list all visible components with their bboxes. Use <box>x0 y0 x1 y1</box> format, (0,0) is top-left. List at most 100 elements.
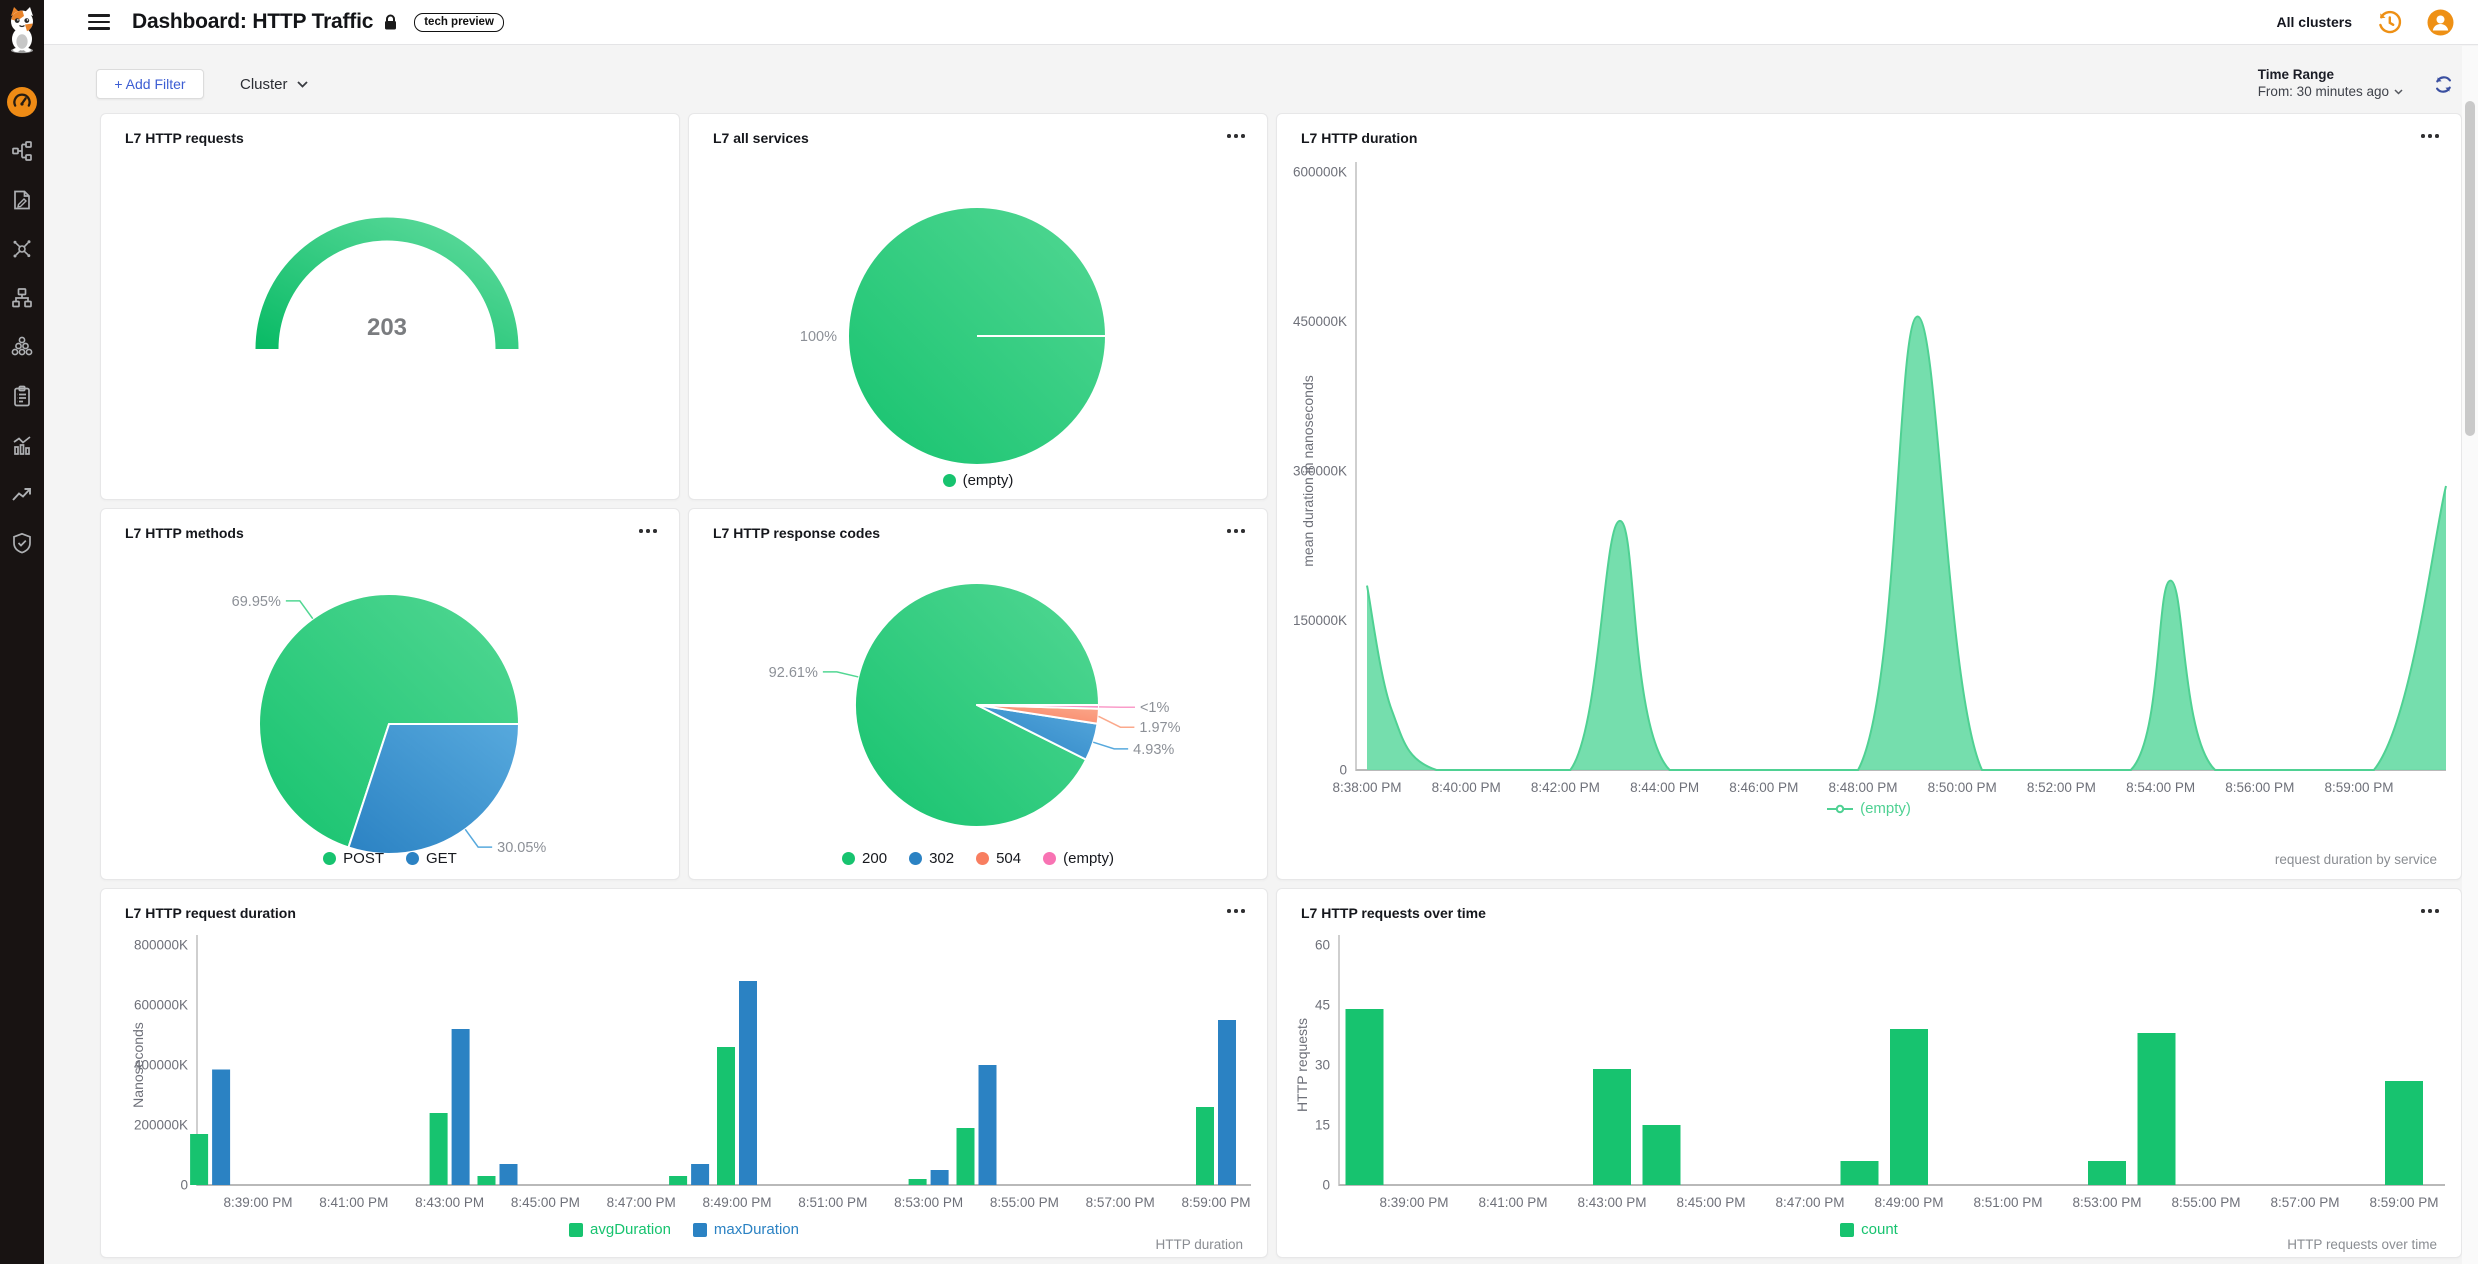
svg-text:100%: 100% <box>800 329 837 345</box>
tech-preview-badge: tech preview <box>414 12 504 32</box>
svg-text:8:43:00 PM: 8:43:00 PM <box>1577 1195 1646 1210</box>
sidebar-item-network[interactable] <box>0 224 44 273</box>
sidebar-item-clusters[interactable] <box>0 322 44 371</box>
svg-text:8:51:00 PM: 8:51:00 PM <box>1973 1195 2042 1210</box>
svg-text:8:38:00 PM: 8:38:00 PM <box>1332 780 1401 795</box>
pie-chart-methods: 69.95% 30.05% <box>232 593 546 856</box>
pie-chart-services: 100% <box>800 208 1105 464</box>
legend-services: (empty) <box>689 472 1267 489</box>
svg-text:8:50:00 PM: 8:50:00 PM <box>1928 780 1997 795</box>
svg-text:8:49:00 PM: 8:49:00 PM <box>1874 1195 1943 1210</box>
card-menu-icon[interactable] <box>2421 909 2439 913</box>
card-menu-icon[interactable] <box>1227 134 1245 138</box>
sidebar-item-service-map[interactable] <box>0 126 44 175</box>
card-menu-icon[interactable] <box>639 529 657 533</box>
svg-text:Nanoseconds: Nanoseconds <box>130 1022 146 1108</box>
filter-bar: + Add Filter Cluster Time Range From: 30… <box>96 65 2454 103</box>
history-icon[interactable] <box>2376 9 2403 36</box>
svg-text:0: 0 <box>1322 1178 1330 1193</box>
scrollbar-track <box>2462 46 2478 1264</box>
svg-text:0: 0 <box>180 1178 188 1193</box>
svg-text:8:42:00 PM: 8:42:00 PM <box>1531 780 1600 795</box>
cluster-dropdown[interactable]: Cluster <box>240 76 308 93</box>
legend-item[interactable]: avgDuration <box>569 1221 671 1238</box>
card-l7-http-requests: L7 HTTP requests 203 <box>100 113 680 500</box>
chart-footer-label: HTTP requests over time <box>2287 1237 2437 1252</box>
main-content: + Add Filter Cluster Time Range From: 30… <box>44 45 2478 1264</box>
legend-request-duration: avgDuration maxDuration <box>101 1221 1267 1238</box>
card-l7-http-response-codes: L7 HTTP response codes 92.61% 4.93% 1.97% <… <box>688 508 1268 880</box>
svg-text:8:59:00 PM: 8:59:00 PM <box>2369 1195 2438 1210</box>
svg-text:4.93%: 4.93% <box>1133 742 1174 758</box>
svg-text:450000K: 450000K <box>1293 314 1347 329</box>
svg-text:1.97%: 1.97% <box>1139 720 1180 736</box>
chevron-down-icon <box>2394 89 2403 95</box>
svg-text:8:48:00 PM: 8:48:00 PM <box>1828 780 1897 795</box>
card-title: L7 HTTP requests over time <box>1301 905 1486 921</box>
policy-editor-icon <box>10 188 34 212</box>
card-title: L7 HTTP request duration <box>125 905 296 921</box>
pie-chart-codes: 92.61% 4.93% 1.97% <1% <box>769 582 1181 828</box>
app-logo-cat-icon[interactable] <box>3 6 41 59</box>
legend-item[interactable]: GET <box>406 850 457 867</box>
sidebar-item-sitemap[interactable] <box>0 273 44 322</box>
chart-footer-label: request duration by service <box>2274 852 2437 867</box>
time-range-label: Time Range <box>2257 67 2334 83</box>
sidebar-item-policy-editor[interactable] <box>0 175 44 224</box>
legend-item[interactable]: (empty) <box>942 472 1013 489</box>
user-avatar-icon[interactable] <box>2427 9 2454 36</box>
hamburger-menu-icon[interactable] <box>88 14 110 30</box>
svg-text:8:53:00 PM: 8:53:00 PM <box>894 1195 963 1210</box>
scrollbar-thumb[interactable] <box>2465 101 2475 436</box>
svg-text:8:44:00 PM: 8:44:00 PM <box>1630 780 1699 795</box>
add-filter-button[interactable]: + Add Filter <box>96 69 204 99</box>
svg-text:8:54:00 PM: 8:54:00 PM <box>2126 780 2195 795</box>
network-hub-icon <box>10 237 34 261</box>
legend-item[interactable]: (empty) <box>1043 850 1114 867</box>
card-title: L7 all services <box>713 130 809 146</box>
card-title: L7 HTTP methods <box>125 525 244 541</box>
svg-text:400000K: 400000K <box>134 1058 188 1073</box>
card-menu-icon[interactable] <box>2421 134 2439 138</box>
legend-item[interactable]: 200 <box>842 850 887 867</box>
bar-chart-request-duration: 800000K 600000K 400000K 200000K 0 8:39:00 PM 8… <box>130 935 1251 1210</box>
lock-icon <box>383 14 398 31</box>
sidebar-item-trends[interactable] <box>0 469 44 518</box>
refresh-icon[interactable] <box>2433 74 2454 95</box>
svg-text:300000K: 300000K <box>1293 464 1347 479</box>
card-menu-icon[interactable] <box>1227 909 1245 913</box>
legend-item[interactable]: 302 <box>909 850 954 867</box>
svg-text:15: 15 <box>1315 1118 1330 1133</box>
cluster-dropdown-label: Cluster <box>240 75 288 93</box>
legend-item[interactable]: 504 <box>976 850 1021 867</box>
sidebar <box>0 0 44 1264</box>
sidebar-item-audit[interactable] <box>0 371 44 420</box>
shield-check-icon <box>10 531 34 555</box>
sidebar-item-security[interactable] <box>0 518 44 567</box>
svg-text:45: 45 <box>1315 998 1330 1013</box>
legend-item[interactable]: count <box>1840 1221 1898 1238</box>
sidebar-item-dashboards[interactable] <box>0 77 44 126</box>
gauge-chart <box>255 217 519 350</box>
card-l7-http-requests-over-time: L7 HTTP requests over time 60 45 30 15 0 8:39… <box>1276 888 2462 1258</box>
svg-text:HTTP requests: HTTP requests <box>1294 1018 1310 1112</box>
card-title: L7 HTTP duration <box>1301 130 1418 146</box>
svg-text:8:41:00 PM: 8:41:00 PM <box>319 1195 388 1210</box>
svg-text:30: 30 <box>1315 1058 1330 1073</box>
svg-text:8:59:00 PM: 8:59:00 PM <box>1181 1195 1250 1210</box>
card-l7-all-services: L7 all services 100% (empty) <box>688 113 1268 500</box>
svg-text:8:55:00 PM: 8:55:00 PM <box>990 1195 1059 1210</box>
gauge-value: 203 <box>366 314 408 341</box>
legend-codes: 200 302 504 (empty) <box>689 850 1267 867</box>
legend-item[interactable]: POST <box>323 850 384 867</box>
svg-text:8:45:00 PM: 8:45:00 PM <box>1676 1195 1745 1210</box>
time-range-value[interactable]: From: 30 minutes ago <box>2258 84 2403 101</box>
legend-item[interactable]: (empty) <box>1827 800 1911 817</box>
sidebar-item-metrics[interactable] <box>0 420 44 469</box>
svg-text:8:49:00 PM: 8:49:00 PM <box>702 1195 771 1210</box>
legend-item[interactable]: maxDuration <box>692 1221 799 1238</box>
svg-text:8:40:00 PM: 8:40:00 PM <box>1432 780 1501 795</box>
svg-text:8:51:00 PM: 8:51:00 PM <box>798 1195 867 1210</box>
all-clusters-selector[interactable]: All clusters <box>2276 14 2352 30</box>
card-menu-icon[interactable] <box>1227 529 1245 533</box>
